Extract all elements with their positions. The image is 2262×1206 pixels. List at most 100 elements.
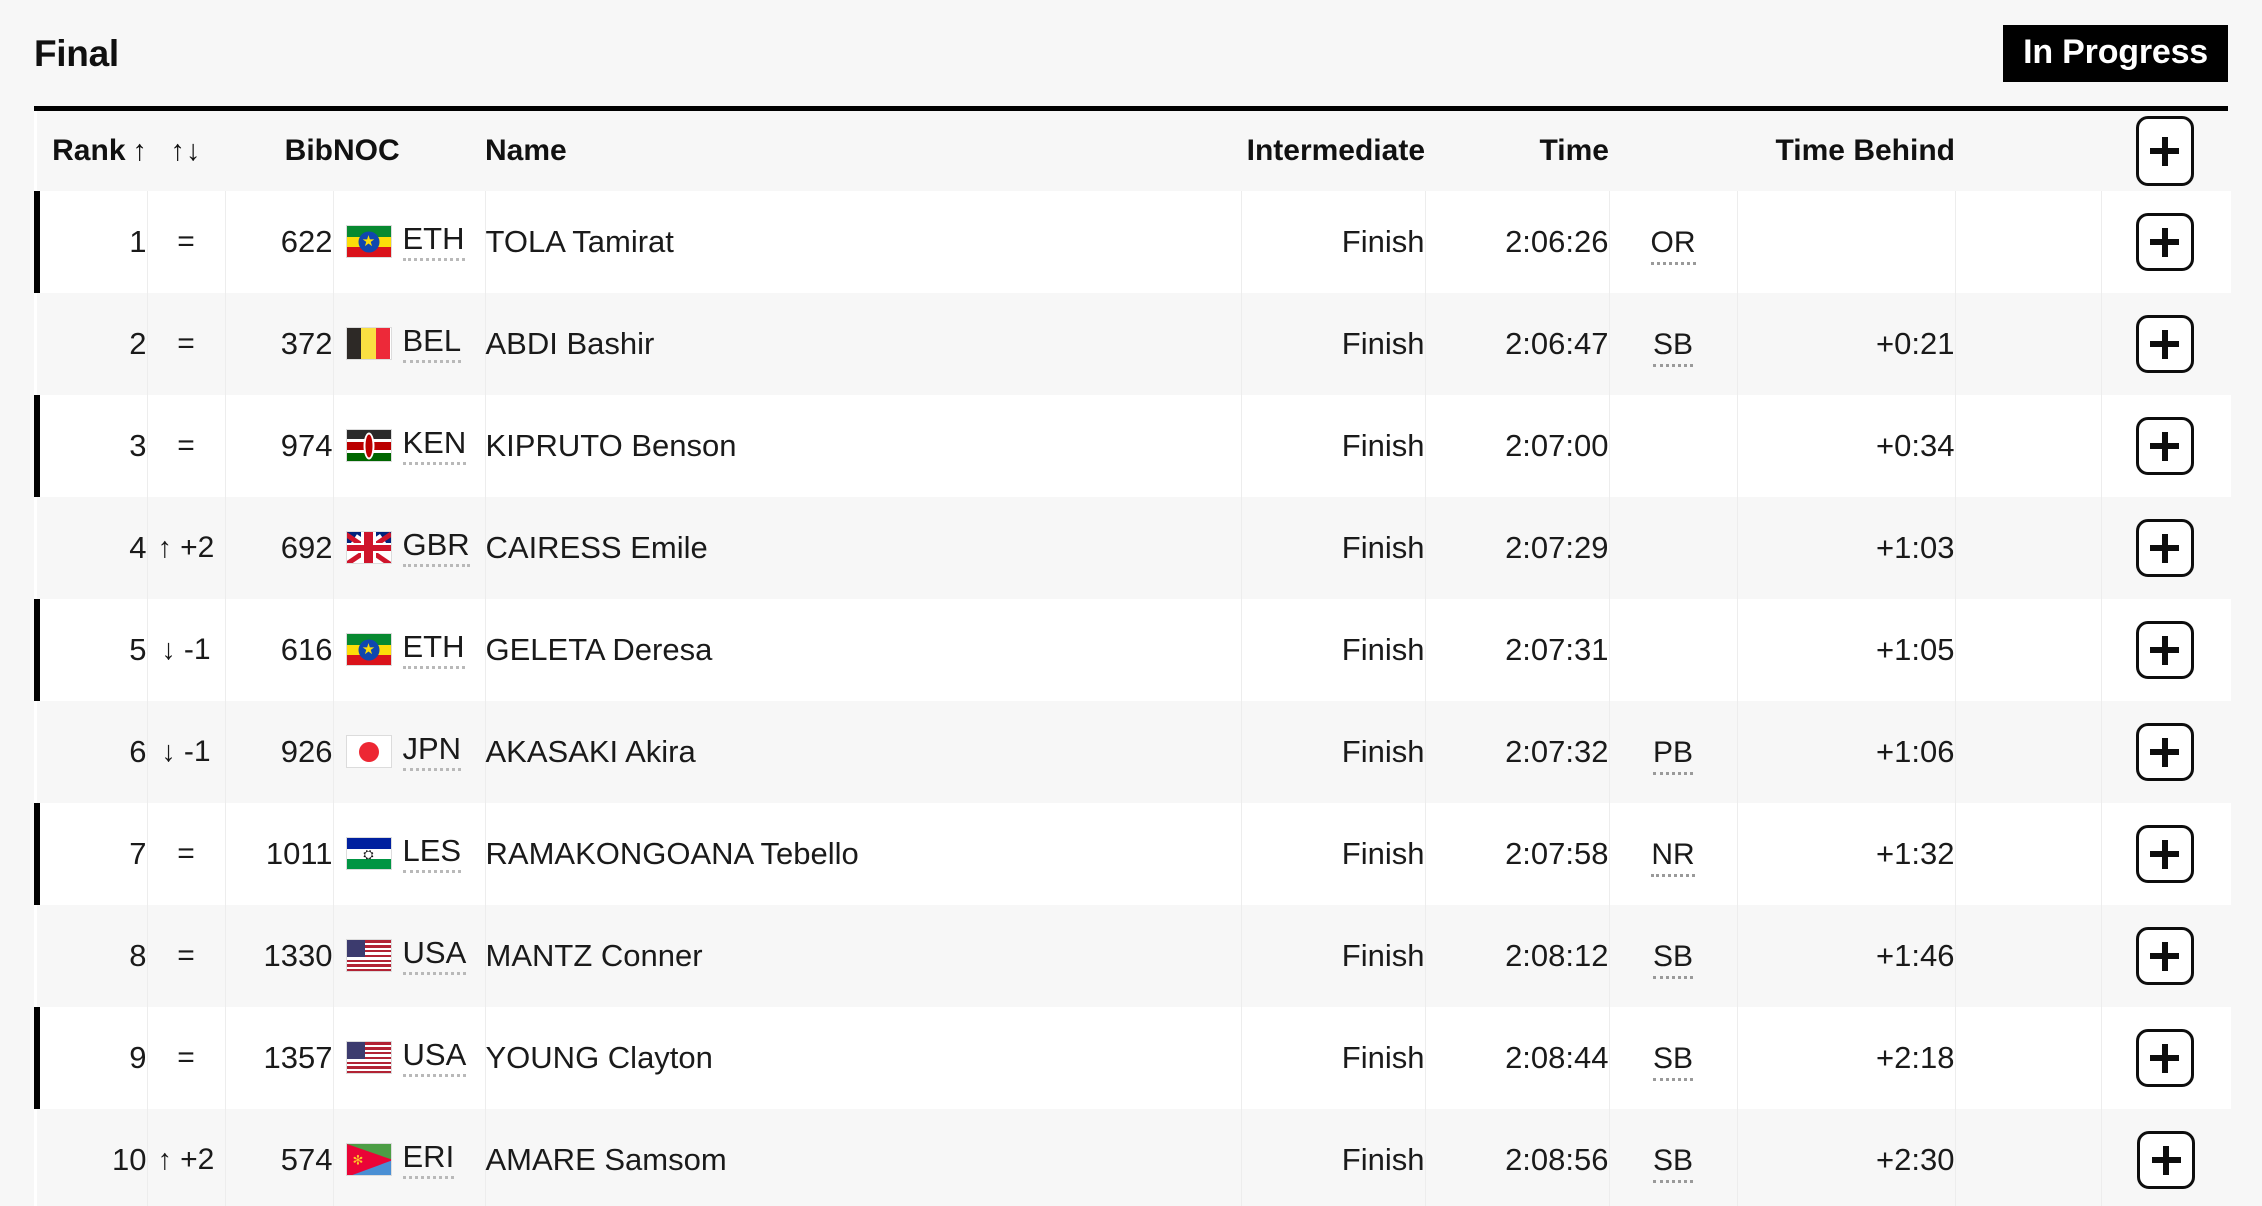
table-row[interactable]: 2 = 372 BEL ABDI Bashir Finish 2:06:47 SB +0:21 [37,293,2231,395]
flag-eth-icon: ★ [345,225,392,259]
rank-change-equal-icon: = [177,939,195,972]
cell-time: 2:07:00 [1425,395,1610,497]
cell-athlete-name[interactable]: KIPRUTO Benson [485,395,1242,497]
table-row[interactable]: 7 = 1011 ⛭ LES RAMAKONGOANA Tebello Finish 2:07… [34,803,2231,905]
cell-noc: KEN [333,395,486,497]
cell-rank-change: = [147,293,226,395]
expand-row-button[interactable] [2135,825,2194,883]
cell-intermediate: Finish [1241,191,1426,293]
cell-spacer [1955,599,2102,701]
expand-row-button[interactable] [2135,213,2194,271]
cell-athlete-name[interactable]: ABDI Bashir [485,293,1242,395]
flag-eth-icon: ★ [345,633,392,667]
cell-actions [2101,191,2231,293]
cell-athlete-name[interactable]: GELETA Deresa [485,599,1242,701]
flag-ken-icon [345,429,392,463]
record-badge: SB [1652,328,1694,367]
rank-change-equal-icon: = [177,429,195,462]
rank-change-arrow-icon: ↓ [161,634,176,666]
cell-rank-change: = [147,1007,226,1109]
expand-row-button[interactable] [2135,315,2194,373]
noc-code: ERI [402,1140,455,1180]
flag-eri-icon: ✻ [345,1143,392,1177]
flag-usa-icon [345,1041,392,1075]
cell-athlete-name[interactable]: TOLA Tamirat [485,191,1242,293]
column-header-time[interactable]: Time [1539,134,1609,167]
cell-noc: ⛭ LES [333,803,486,905]
cell-athlete-name[interactable]: MANTZ Conner [485,905,1242,1007]
cell-athlete-name[interactable]: CAIRESS Emile [485,497,1242,599]
cell-rank-change: = [147,395,226,497]
cell-rank-change: = [147,803,226,905]
expand-row-button[interactable] [2135,1029,2194,1087]
expand-all-button[interactable] [2135,116,2194,186]
cell-rank-change: ↑ +2 [147,497,226,599]
table-row[interactable]: 3 = 974 KEN KIPRUTO Benson Finish 2:07:00 +0:34 [34,395,2231,497]
record-badge: SB [1652,1042,1694,1081]
rank-change-arrow-icon: ↓ [161,736,176,768]
cell-spacer [1955,905,2102,1007]
rank-change-value: -1 [183,735,211,768]
cell-time-behind: +1:32 [1737,803,1956,905]
table-row[interactable]: 8 = 1330 USA MANTZ Conner Finish 2:08:12 SB +1:4… [37,905,2231,1007]
cell-time: 2:06:47 [1425,293,1610,395]
table-row[interactable]: 6 ↓ -1 926 JPN AKASAKI Akira Finish 2:07:32 PB +1… [37,701,2231,803]
cell-athlete-name[interactable]: RAMAKONGOANA Tebello [485,803,1242,905]
cell-rank: 1 [34,191,148,293]
column-header-noc[interactable]: NOC [333,134,400,167]
expand-row-button[interactable] [2135,927,2194,985]
table-row[interactable]: 5 ↓ -1 616 ★ ETH GELETA Deresa Finish 2:07:31 +1:… [34,599,2231,701]
table-row[interactable]: 9 = 1357 USA YOUNG Clayton Finish 2:08:44 SB +2:… [34,1007,2231,1109]
results-table: Rank ↑ ↑↓ Bib NOC Name Intermediate Time … [34,111,2234,1206]
cell-time: 2:08:56 [1425,1109,1610,1206]
cell-record: SB [1609,293,1738,395]
cell-intermediate: Finish [1241,599,1426,701]
cell-spacer [1955,191,2102,293]
cell-athlete-name[interactable]: AMARE Samsom [485,1109,1242,1206]
table-row[interactable]: 1 = 622 ★ ETH TOLA Tamirat Finish 2:06:26 OR [34,191,2231,293]
column-header-time-behind[interactable]: Time Behind [1775,134,1955,167]
column-header-spacer [1955,111,2101,191]
cell-intermediate: Finish [1241,905,1426,1007]
cell-intermediate: Finish [1241,395,1426,497]
expand-row-button[interactable] [2135,723,2194,781]
header-row: Rank ↑ ↑↓ Bib NOC Name Intermediate Time … [37,111,2231,191]
cell-noc: GBR [333,497,486,599]
cell-rank: 10 [37,1109,148,1206]
record-badge: SB [1652,940,1694,979]
cell-noc: ★ ETH [333,191,486,293]
column-header-intermediate[interactable]: Intermediate [1246,134,1425,167]
cell-actions [2101,701,2231,803]
noc-code: JPN [402,732,462,772]
rank-change-value: +2 [180,1143,215,1176]
table-row[interactable]: 4 ↑ +2 692 GBR CAIRESS Emile Finish 2:07:29 +1:0… [37,497,2231,599]
column-header-rank[interactable]: Rank ↑ [37,111,147,191]
column-header-bib[interactable]: Bib [284,134,333,167]
expand-row-button[interactable] [2137,1131,2196,1189]
cell-athlete-name[interactable]: YOUNG Clayton [485,1007,1242,1109]
cell-bib: 616 [225,599,334,701]
cell-actions [2101,905,2231,1007]
cell-rank: 6 [37,701,148,803]
column-header-rank-label: Rank [52,134,126,167]
page-title: Final [34,32,119,74]
cell-record: NR [1609,803,1738,905]
table-row[interactable]: 10 ↑ +2 574 ✻ ERI AMARE Samsom Finish 2:08:56 SB +… [37,1109,2231,1206]
rank-change-equal-icon: = [177,225,195,258]
cell-record: PB [1609,701,1738,803]
flag-les-icon: ⛭ [345,837,392,871]
cell-rank: 7 [34,803,148,905]
noc-code: BEL [402,324,462,364]
cell-athlete-name[interactable]: AKASAKI Akira [485,701,1242,803]
cell-rank: 8 [37,905,148,1007]
expand-row-button[interactable] [2135,519,2194,577]
column-header-name[interactable]: Name [485,134,567,167]
cell-rank-change: ↓ -1 [147,701,226,803]
cell-time: 2:07:29 [1425,497,1610,599]
column-header-rank-change[interactable]: ↑↓ [147,111,225,191]
cell-actions [2101,395,2231,497]
cell-noc: JPN [333,701,486,803]
cell-time: 2:08:12 [1425,905,1610,1007]
expand-row-button[interactable] [2135,621,2194,679]
expand-row-button[interactable] [2135,417,2194,475]
